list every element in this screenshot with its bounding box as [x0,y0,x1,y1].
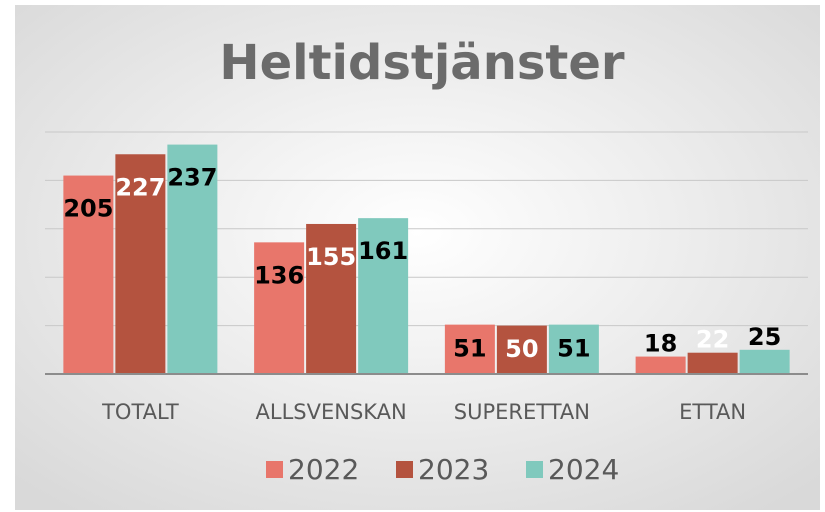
bar [63,175,114,374]
chart-title: Heltidstjänster [219,35,625,91]
legend-swatch [526,461,543,478]
data-label: 18 [644,330,677,358]
x-tick-label: ETTAN [679,400,746,424]
bar [358,218,409,374]
bar [739,349,790,374]
bar [115,154,166,374]
bar [687,352,738,374]
bar [548,324,599,374]
legend-label: 2024 [548,453,619,486]
data-label: 161 [358,237,408,265]
legend-label: 2022 [288,453,359,486]
data-label: 50 [505,335,538,363]
bar [444,324,495,374]
data-label: 237 [167,164,217,192]
bar [254,242,305,374]
data-label: 25 [748,323,781,351]
data-label: 227 [115,173,165,201]
bar [306,223,357,374]
data-label: 51 [453,334,486,362]
bar [635,356,686,374]
data-label: 136 [254,261,304,289]
x-tick-label: ALLSVENSKAN [256,400,407,424]
data-label: 22 [696,326,729,354]
data-label: 155 [306,243,356,271]
data-label: 205 [63,195,113,223]
x-tick-label: SUPERETTAN [454,400,590,424]
legend-swatch [396,461,413,478]
bar [496,325,547,374]
x-tick-label: TOTALT [101,400,179,424]
legend-swatch [266,461,283,478]
bar [167,144,218,374]
data-label: 51 [557,334,590,362]
legend-label: 2023 [418,453,489,486]
